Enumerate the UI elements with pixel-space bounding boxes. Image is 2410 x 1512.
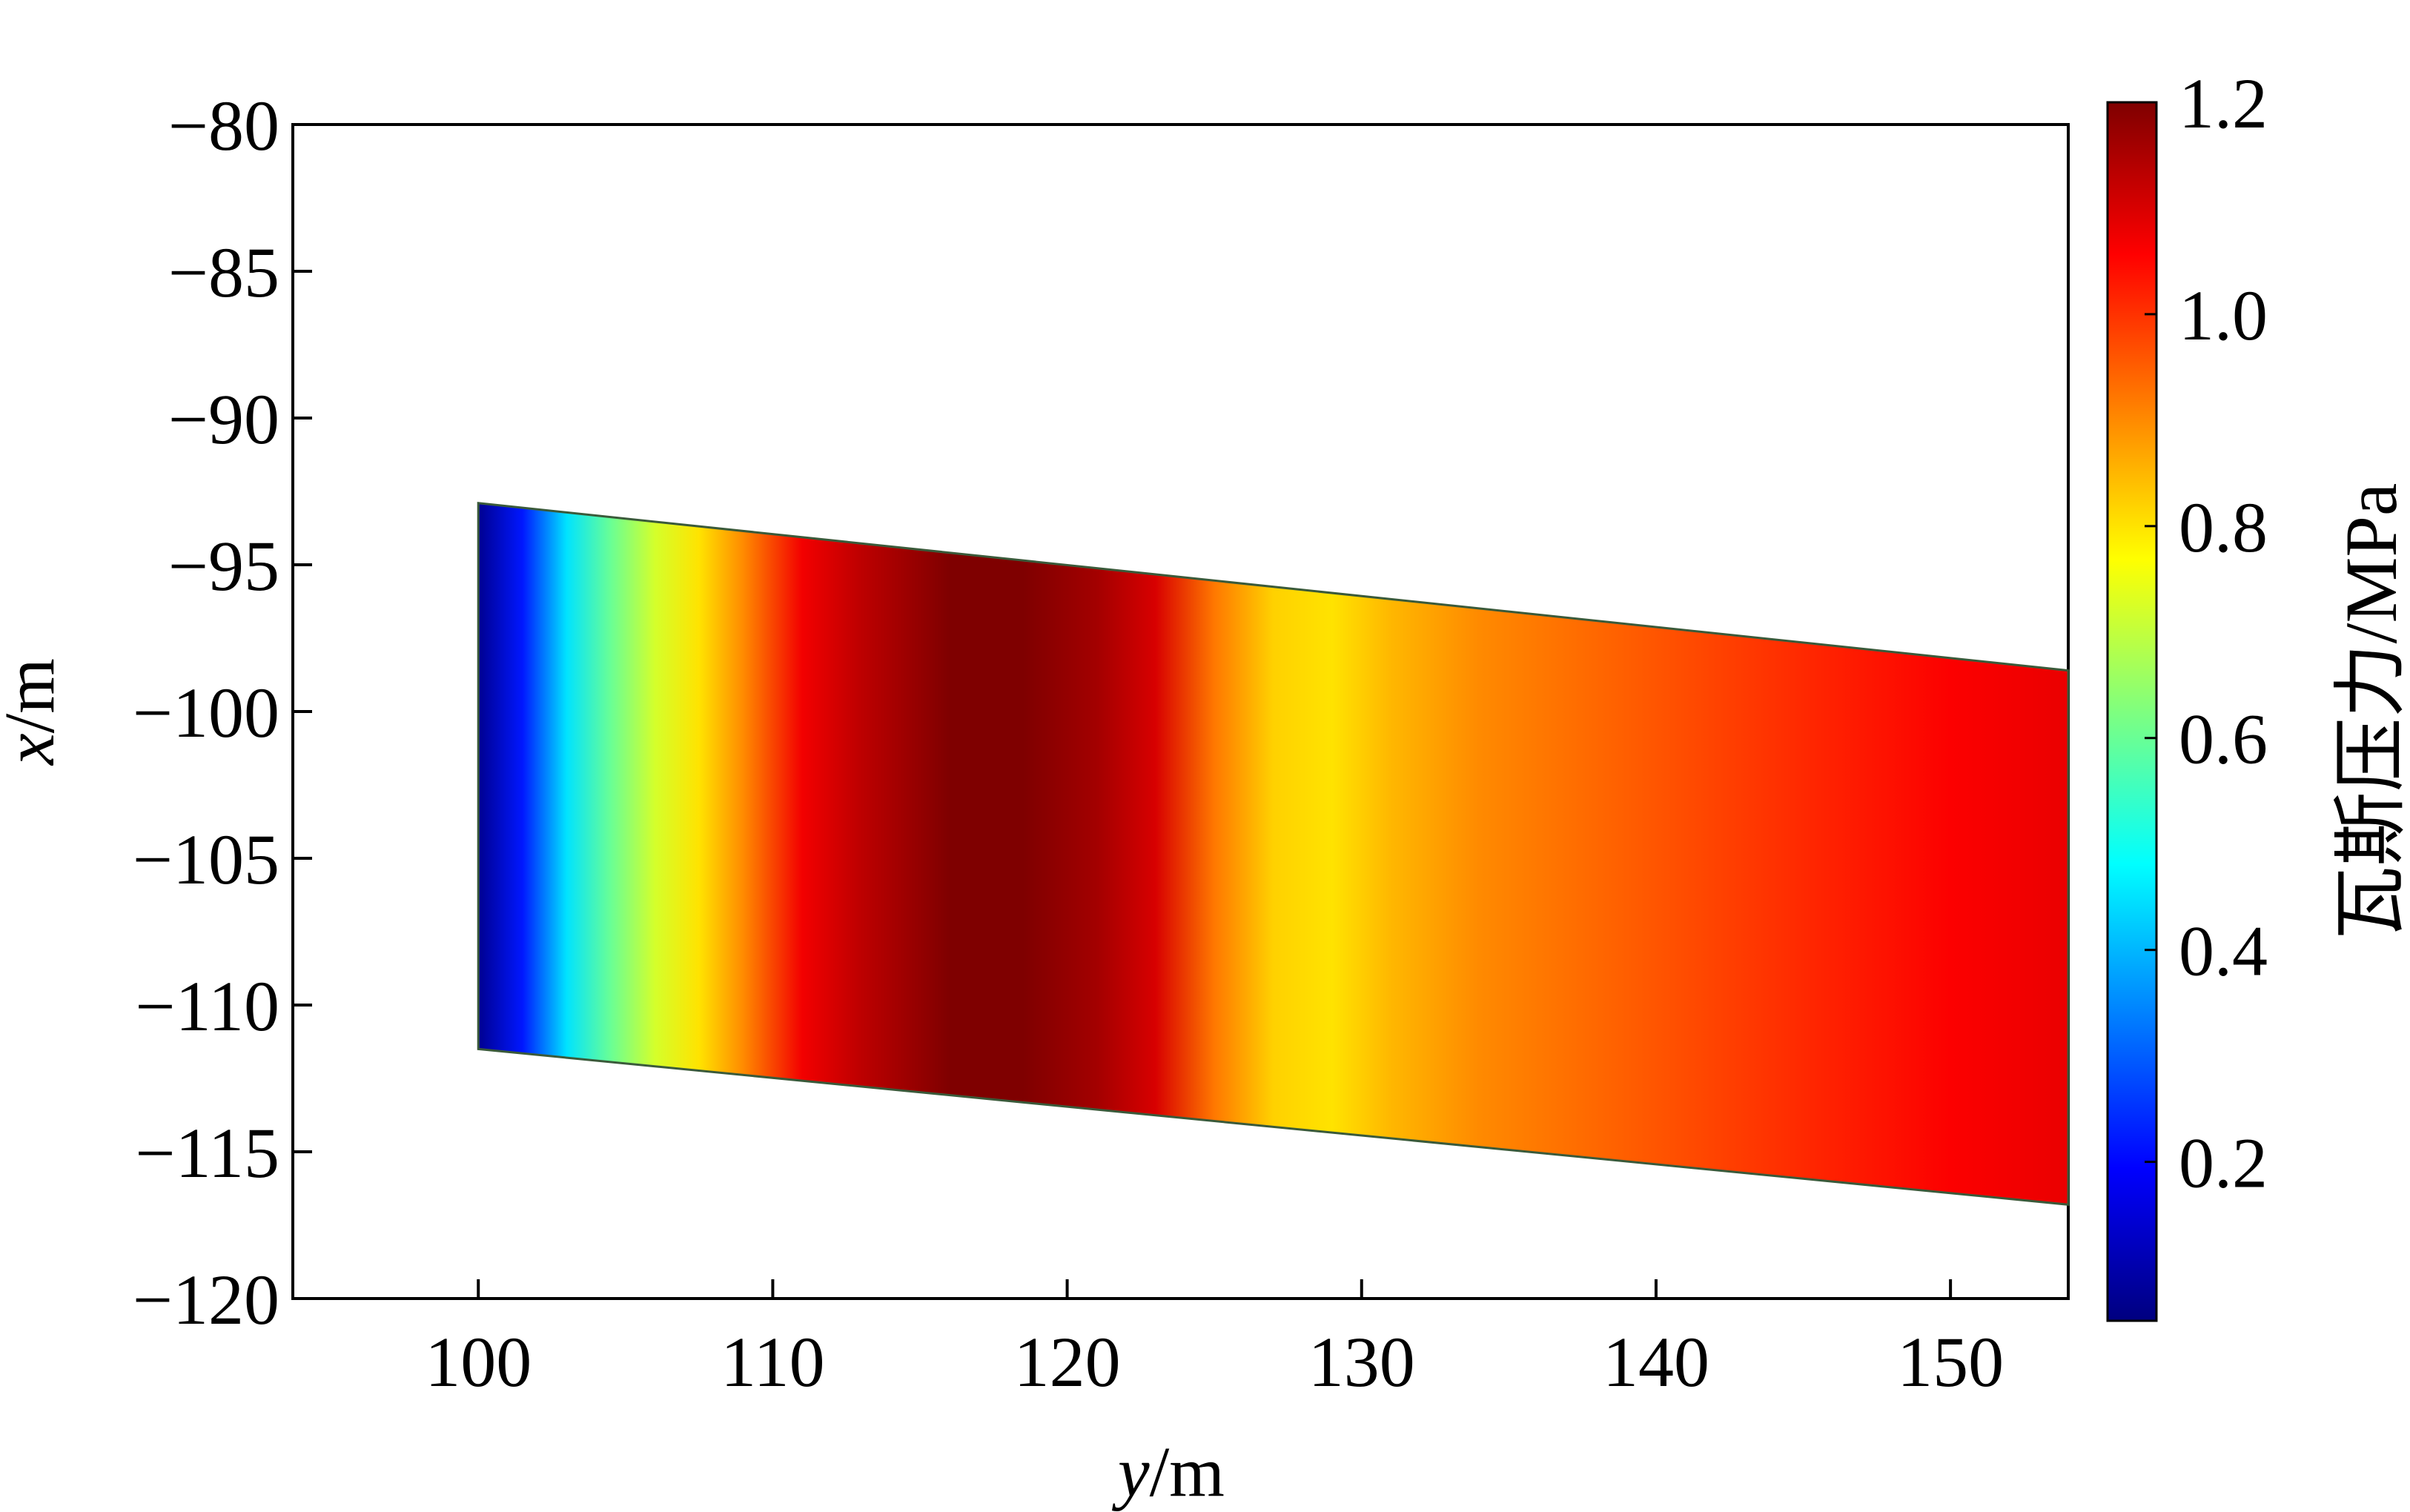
- colorbar-tick-label: 1.0: [2179, 276, 2268, 355]
- y-tick-label: −105: [133, 820, 279, 899]
- y-tick-label: −120: [133, 1260, 279, 1339]
- y-tick-label: −90: [168, 379, 279, 459]
- y-tick-label: −100: [133, 673, 279, 752]
- colorbar-tick-label: 0.8: [2179, 488, 2268, 567]
- x-tick-label: 120: [1014, 1322, 1121, 1402]
- colorbar-tick-label: 0.2: [2179, 1124, 2268, 1203]
- y-tick-label: −110: [135, 966, 279, 1046]
- x-tick-label: 110: [721, 1322, 824, 1402]
- colorbar-tick-label: 0.6: [2179, 700, 2268, 779]
- colorbar-tick-label: 1.2: [2179, 64, 2268, 143]
- colorbar-label: 瓦斯压力/MPa: [2330, 483, 2410, 941]
- x-axis-ticks: 100 110 120 130 140 150: [425, 1279, 2004, 1402]
- y-tick-label: −80: [168, 86, 279, 165]
- colorbar-tick-label: 0.4: [2179, 912, 2268, 991]
- colorbar-scale: [2106, 101, 2158, 1322]
- x-tick-label: 150: [1897, 1322, 2004, 1402]
- y-axis-label: x/m: [0, 658, 69, 766]
- colorbar: 1.2 1.0 0.8 0.6 0.4 0.2 瓦斯压力/MPa: [2106, 64, 2410, 1322]
- x-tick-label: 130: [1308, 1322, 1415, 1402]
- y-tick-label: −85: [168, 233, 279, 312]
- colorbar-ticks: 1.2 1.0 0.8 0.6 0.4 0.2: [2145, 64, 2268, 1203]
- plot-area: 100 110 120 130 140 150 −80−85−90−95−100−105−…: [133, 86, 2070, 1402]
- y-axis-ticks: −80 −85 −90 −95 −100 −105 −110 −115 −120: [133, 86, 312, 1339]
- pressure-field-region: [477, 502, 2070, 1206]
- y-tick-label: −95: [168, 526, 279, 606]
- y-tick-label: −115: [135, 1113, 279, 1193]
- x-tick-label: 100: [425, 1322, 532, 1402]
- x-axis-label: y/m: [1111, 1432, 1225, 1511]
- x-tick-label: 140: [1603, 1322, 1709, 1402]
